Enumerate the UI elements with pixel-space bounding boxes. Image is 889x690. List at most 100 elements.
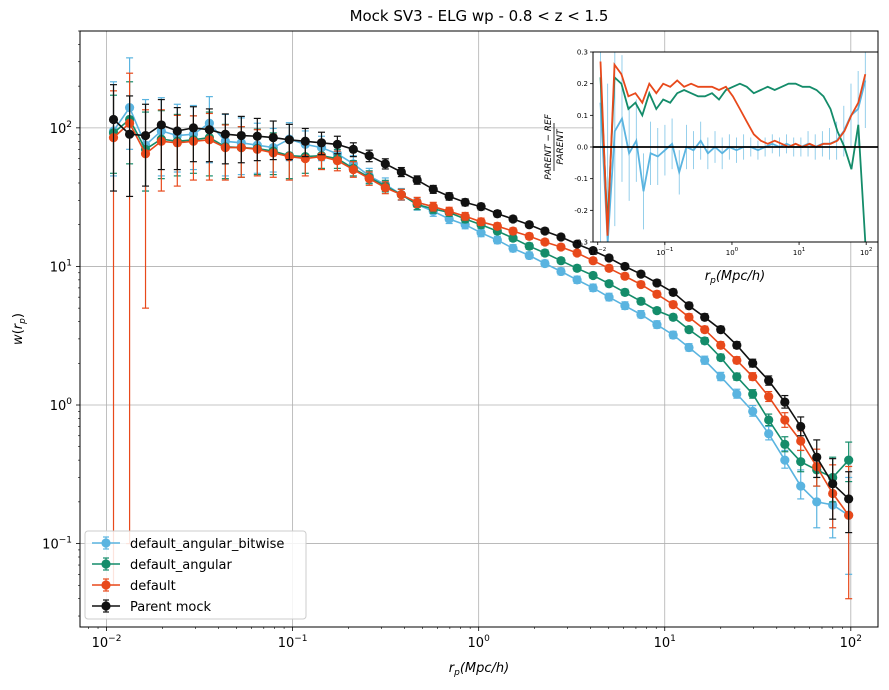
- data-point: [316, 138, 327, 148]
- data-point: [700, 312, 710, 322]
- data-point: [572, 275, 582, 285]
- data-point: [204, 125, 214, 135]
- data-point: [540, 226, 550, 236]
- inset-y-tick-label: 0.2: [577, 80, 588, 88]
- data-point: [332, 139, 342, 149]
- tick-base: 10: [92, 636, 109, 651]
- inset-chart: 10−2 10−1 100 101 102-0.3-0.2-0.10.00.10.20.…: [544, 49, 879, 286]
- data-point: [764, 429, 774, 439]
- x-tick-label: 102: [840, 634, 862, 651]
- main-series: [108, 57, 854, 600]
- inset-series-line: [599, 61, 867, 236]
- inset-x-tick-label: 10−1: [656, 247, 673, 257]
- data-point: [716, 325, 726, 335]
- legend-label: Parent mock: [130, 600, 212, 615]
- data-point: [524, 250, 534, 261]
- data-point: [700, 325, 710, 335]
- data-point: [636, 279, 646, 290]
- data-point: [172, 126, 182, 136]
- tick-base: 10: [656, 249, 665, 257]
- tick-base: 10: [793, 249, 802, 257]
- chart-title: Mock SV3 - ELG wp - 0.8 < z < 1.5: [350, 7, 609, 25]
- tick-base: 10: [840, 636, 857, 651]
- data-point: [396, 189, 406, 200]
- data-point: [460, 211, 470, 221]
- tick-exponent: 0: [484, 634, 490, 644]
- legend-marker: [101, 601, 111, 611]
- data-point: [732, 355, 742, 365]
- data-point: [476, 217, 486, 227]
- data-point: [668, 330, 678, 340]
- tick-base: 10: [726, 249, 735, 257]
- data-point: [284, 135, 294, 145]
- x-tick-label: 101: [654, 634, 676, 651]
- legend-box: [84, 530, 307, 620]
- data-point: [540, 248, 550, 258]
- legend-label: default_angular_bitwise: [130, 537, 284, 552]
- data-point: [444, 206, 454, 216]
- data-point: [588, 283, 598, 293]
- tick-exponent: 0: [735, 247, 739, 253]
- data-point: [796, 481, 806, 491]
- main-x-axis-label: rp(Mpc/h): [449, 661, 509, 678]
- tick-exponent: 2: [869, 247, 873, 253]
- inset-x-tick-label: 102: [860, 247, 872, 257]
- data-point: [668, 287, 678, 297]
- data-point: [700, 336, 710, 346]
- data-point: [572, 239, 582, 249]
- tick-base: 10: [50, 122, 67, 137]
- data-point: [684, 325, 694, 335]
- data-point: [380, 159, 390, 169]
- inset-x-axis-label: rp(Mpc/h): [705, 269, 765, 286]
- data-point: [588, 246, 598, 256]
- data-point: [348, 144, 358, 154]
- data-point: [492, 235, 502, 245]
- data-point: [636, 296, 646, 306]
- inset-y-tick-label: 0.3: [577, 49, 588, 57]
- x-tick-label: 10−2: [92, 634, 122, 651]
- data-point: [620, 287, 630, 297]
- data-point: [476, 228, 486, 238]
- inset-y-tick-label: -0.3: [574, 239, 588, 247]
- data-point: [380, 183, 390, 193]
- tick-exponent: 2: [856, 634, 862, 644]
- data-point: [636, 309, 646, 320]
- data-point: [492, 221, 502, 231]
- data-point: [572, 263, 582, 273]
- tick-exponent: −1: [59, 536, 72, 546]
- tick-base: 10: [50, 399, 67, 414]
- inset-series-default: [599, 61, 867, 236]
- tick-base: 10: [589, 249, 598, 257]
- legend: default_angular_bitwise default_angularde…: [84, 530, 307, 620]
- legend-item-default-angular: default_angular: [92, 557, 233, 573]
- data-point: [508, 214, 518, 224]
- data-point: [556, 232, 566, 242]
- tick-exponent: 1: [802, 247, 806, 253]
- data-point: [364, 174, 374, 184]
- data-point: [476, 202, 486, 212]
- data-point: [140, 130, 151, 141]
- data-point: [748, 372, 758, 382]
- legend-marker: [101, 538, 111, 548]
- data-point: [684, 312, 694, 322]
- inset-y-label-denominator: PARENT: [556, 128, 566, 165]
- y-tick-label: 10−1: [42, 536, 72, 553]
- data-point: [620, 301, 630, 311]
- data-point: [188, 123, 199, 133]
- data-point: [556, 242, 566, 252]
- tick-base: 10: [278, 636, 295, 651]
- data-point: [572, 248, 582, 258]
- data-point: [812, 452, 822, 462]
- data-point: [620, 271, 630, 281]
- data-point: [652, 289, 662, 299]
- data-point: [652, 305, 662, 316]
- data-point: [236, 130, 246, 141]
- data-point: [412, 175, 422, 185]
- data-point: [780, 415, 790, 425]
- legend-item-default: default: [92, 578, 176, 594]
- data-point: [796, 457, 806, 467]
- data-point: [412, 197, 422, 207]
- data-point: [828, 479, 838, 489]
- legend-label: default: [130, 579, 176, 594]
